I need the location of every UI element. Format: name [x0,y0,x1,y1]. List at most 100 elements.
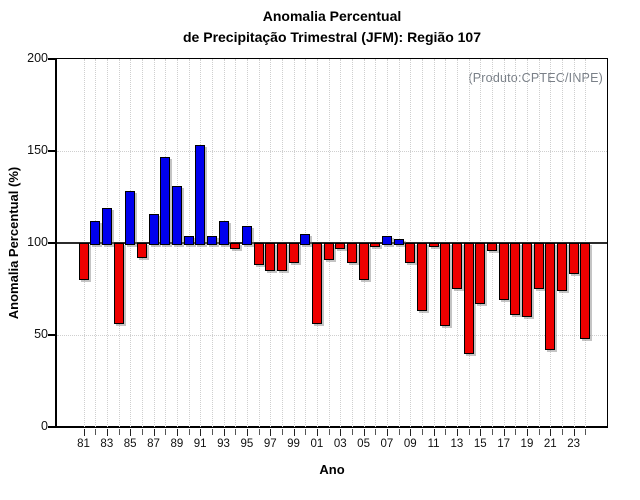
y-axis-line [55,58,57,428]
bar-year-92 [206,235,217,245]
x-tick-label: 83 [100,438,114,450]
x-tick [410,429,412,436]
y-tick [48,242,56,244]
x-tick [550,429,552,436]
bar-year-98 [276,243,287,271]
x-tick [83,429,85,436]
x-tick [421,429,423,435]
bar-year-87 [148,213,159,245]
x-tick [95,429,97,435]
x-tick [363,429,365,436]
x-tick [351,429,353,435]
y-tick-label: 50 [34,327,48,341]
x-tick-label: 07 [380,438,394,450]
bar-year-09 [405,243,416,264]
bar-year-96 [253,243,264,266]
x-tick [456,429,458,436]
x-tick [503,429,505,436]
y-tick [48,150,56,152]
x-tick [153,429,155,436]
x-tick-label: 01 [310,438,324,450]
plot-frame-top [57,58,608,59]
bar-year-85 [125,191,136,245]
horizontal-gridline [57,151,607,152]
bar-year-95 [241,226,252,245]
bar-year-19 [521,243,532,317]
x-tick [526,429,528,436]
bar-year-94 [230,243,241,249]
plot-frame-right [607,58,608,428]
bar-year-22 [556,243,567,291]
x-tick [235,429,237,435]
bar-year-86 [136,243,147,258]
x-tick-label: 81 [77,438,90,450]
bar-year-84 [113,243,124,325]
chart-title-line1: Anomalia Percentual [262,8,402,24]
bar-year-10 [416,243,427,312]
x-tick-label: 85 [123,438,137,450]
x-tick [246,429,248,436]
bar-year-15 [475,243,486,304]
bar-year-01 [311,243,322,325]
x-tick-label: 03 [333,438,347,450]
x-tick [515,429,517,435]
x-tick [118,429,120,435]
bar-year-83 [101,208,112,245]
bar-year-13 [451,243,462,290]
x-tick-label: 15 [473,438,487,450]
x-tick-label: 93 [217,438,230,450]
x-tick [468,429,470,435]
x-tick [386,429,388,436]
y-tick-label: 100 [27,235,48,249]
x-tick [281,429,283,435]
x-tick [328,429,330,435]
x-tick [538,429,540,435]
bar-year-97 [265,243,276,271]
chart-title-line2: de Precipitação Trimestral (JFM): Região… [183,29,481,45]
bar-year-05 [358,243,369,280]
bar-year-99 [288,243,299,264]
y-tick [48,334,56,336]
x-tick [340,429,342,436]
bar-year-89 [171,185,182,245]
bar-year-12 [440,243,451,326]
x-tick [165,429,167,435]
bar-year-04 [346,243,357,264]
y-tick [48,426,56,428]
bar-year-18 [510,243,521,315]
bar-year-03 [335,243,346,249]
x-tick [316,429,318,436]
y-tick-label: 150 [27,143,48,157]
x-tick-label: 05 [357,438,370,450]
x-tick [223,429,225,436]
x-tick [258,429,260,435]
bar-year-93 [218,220,229,245]
x-axis-line [55,426,608,428]
bar-year-81 [78,243,89,280]
x-tick [141,429,143,435]
x-tick [561,429,563,435]
bar-year-88 [160,156,171,245]
x-tick [200,429,202,436]
x-tick-label: 13 [450,438,464,450]
x-tick [188,429,190,435]
x-tick [480,429,482,436]
bar-year-07 [381,235,392,245]
x-tick-label: 97 [263,438,277,450]
x-tick [176,429,178,436]
x-tick [573,429,575,436]
x-tick-label: 19 [520,438,534,450]
bar-year-21 [545,243,556,350]
bar-year-06 [370,243,381,247]
bar-year-91 [195,145,206,245]
x-tick [585,429,587,435]
x-tick-label: 11 [427,438,440,450]
bar-year-08 [393,239,404,245]
y-axis-title: Anomalia Percentual (%) [6,166,21,320]
x-tick-label: 99 [287,438,300,450]
product-annotation: (Produto:CPTEC/INPE) [468,71,603,85]
x-tick [130,429,132,436]
x-tick [375,429,377,435]
x-tick [491,429,493,435]
x-tick [433,429,435,436]
